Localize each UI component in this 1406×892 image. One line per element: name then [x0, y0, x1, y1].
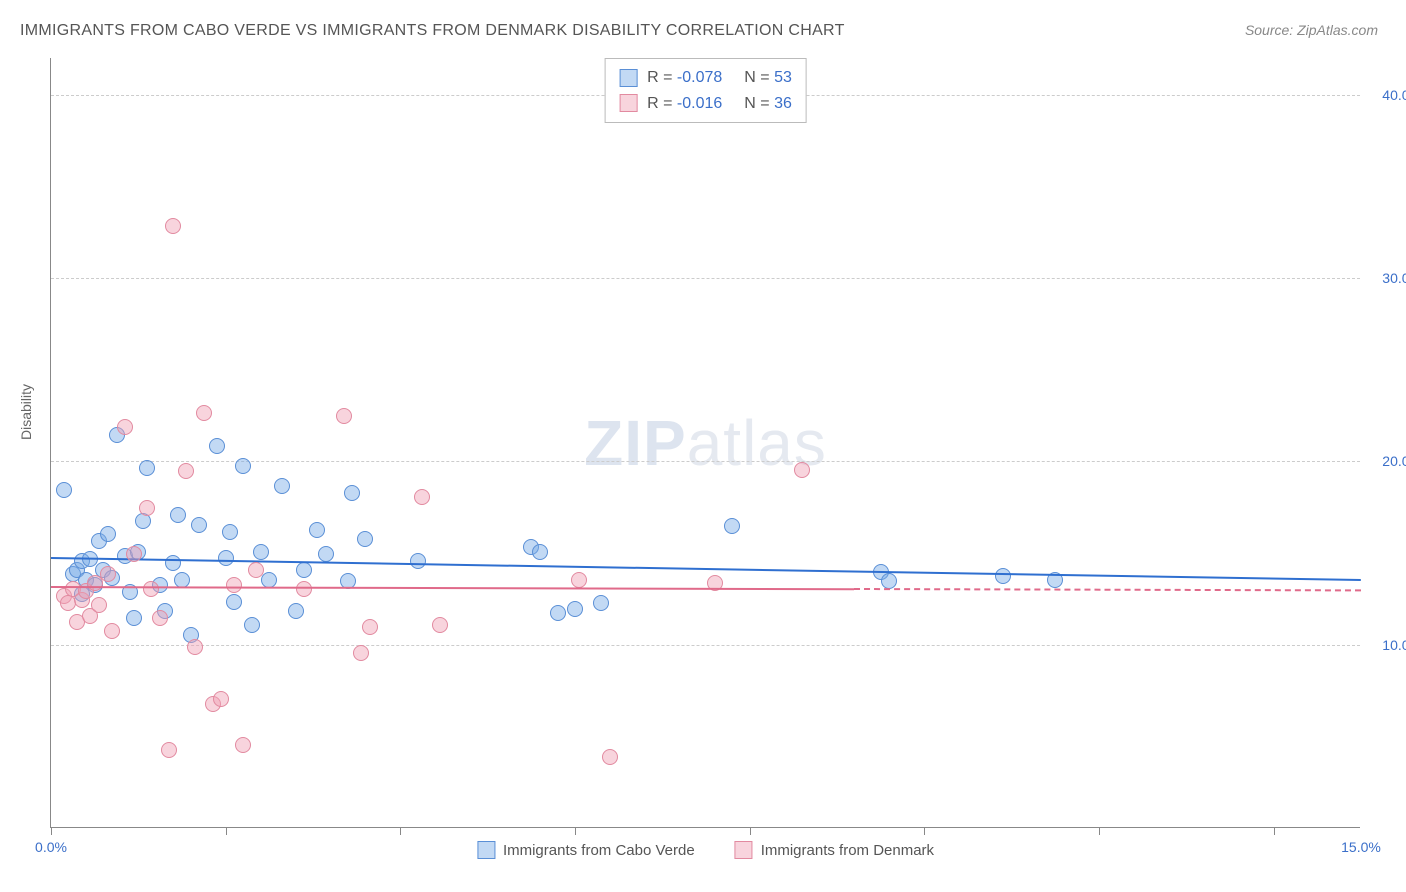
x-tick-mark — [924, 827, 925, 835]
scatter-point — [152, 610, 168, 626]
scatter-point — [161, 742, 177, 758]
scatter-point — [213, 691, 229, 707]
y-tick-label: 40.0% — [1367, 87, 1406, 103]
scatter-point — [288, 603, 304, 619]
scatter-point — [318, 546, 334, 562]
scatter-point — [432, 617, 448, 633]
scatter-point — [336, 408, 352, 424]
stats-row: R = -0.078 N = 53 — [619, 65, 792, 91]
scatter-point — [244, 617, 260, 633]
scatter-point — [550, 605, 566, 621]
scatter-point — [196, 405, 212, 421]
scatter-point — [881, 573, 897, 589]
scatter-point — [567, 601, 583, 617]
scatter-point — [139, 460, 155, 476]
n-stat: N = 36 — [744, 91, 792, 117]
scatter-point — [178, 463, 194, 479]
scatter-point — [174, 572, 190, 588]
plot-area: ZIPatlas 10.0%20.0%30.0%40.0%0.0%15.0%R … — [50, 58, 1360, 828]
source-attribution: Source: ZipAtlas.com — [1245, 22, 1378, 38]
scatter-point — [100, 566, 116, 582]
scatter-point — [344, 485, 360, 501]
x-tick-mark — [1274, 827, 1275, 835]
legend-label: Immigrants from Denmark — [761, 842, 934, 859]
watermark: ZIPatlas — [584, 406, 827, 480]
legend-item: Immigrants from Cabo Verde — [477, 841, 695, 859]
scatter-point — [362, 619, 378, 635]
scatter-point — [100, 526, 116, 542]
scatter-point — [191, 517, 207, 533]
gridline — [51, 278, 1360, 279]
scatter-point — [724, 518, 740, 534]
scatter-point — [209, 438, 225, 454]
r-stat: R = -0.078 — [647, 65, 722, 91]
scatter-point — [143, 581, 159, 597]
scatter-point — [602, 749, 618, 765]
scatter-point — [309, 522, 325, 538]
x-tick-label: 0.0% — [35, 839, 67, 855]
scatter-point — [126, 546, 142, 562]
scatter-point — [222, 524, 238, 540]
x-tick-label: 15.0% — [1341, 839, 1381, 855]
scatter-point — [593, 595, 609, 611]
scatter-point — [218, 550, 234, 566]
y-tick-label: 20.0% — [1367, 453, 1406, 469]
scatter-point — [248, 562, 264, 578]
legend-swatch — [477, 841, 495, 859]
trend-line — [854, 588, 1361, 591]
scatter-point — [261, 572, 277, 588]
scatter-point — [235, 458, 251, 474]
stats-legend: R = -0.078 N = 53 R = -0.016 N = 36 — [604, 58, 807, 123]
scatter-point — [253, 544, 269, 560]
watermark-zip: ZIP — [584, 407, 687, 479]
chart-container: ZIPatlas 10.0%20.0%30.0%40.0%0.0%15.0%R … — [50, 58, 1360, 828]
scatter-point — [117, 419, 133, 435]
scatter-point — [357, 531, 373, 547]
scatter-point — [226, 594, 242, 610]
legend-swatch — [735, 841, 753, 859]
scatter-point — [165, 218, 181, 234]
x-tick-mark — [226, 827, 227, 835]
chart-title: IMMIGRANTS FROM CABO VERDE VS IMMIGRANTS… — [20, 22, 845, 40]
scatter-point — [532, 544, 548, 560]
x-tick-mark — [1099, 827, 1100, 835]
y-tick-label: 30.0% — [1367, 270, 1406, 286]
legend-swatch — [619, 94, 637, 112]
scatter-point — [794, 462, 810, 478]
scatter-point — [56, 482, 72, 498]
scatter-point — [187, 639, 203, 655]
legend-item: Immigrants from Denmark — [735, 841, 934, 859]
scatter-point — [139, 500, 155, 516]
stats-row: R = -0.016 N = 36 — [619, 91, 792, 117]
x-tick-mark — [400, 827, 401, 835]
r-stat: R = -0.016 — [647, 91, 722, 117]
scatter-point — [165, 555, 181, 571]
bottom-legend: Immigrants from Cabo Verde Immigrants fro… — [477, 841, 934, 859]
legend-swatch — [619, 69, 637, 87]
scatter-point — [104, 623, 120, 639]
scatter-point — [170, 507, 186, 523]
y-tick-label: 10.0% — [1367, 637, 1406, 653]
scatter-point — [353, 645, 369, 661]
scatter-point — [414, 489, 430, 505]
scatter-point — [226, 577, 242, 593]
scatter-point — [235, 737, 251, 753]
scatter-point — [410, 553, 426, 569]
scatter-point — [91, 597, 107, 613]
n-stat: N = 53 — [744, 65, 792, 91]
legend-label: Immigrants from Cabo Verde — [503, 842, 695, 859]
gridline — [51, 645, 1360, 646]
scatter-point — [274, 478, 290, 494]
y-axis-label: Disability — [18, 384, 34, 440]
scatter-point — [995, 568, 1011, 584]
x-tick-mark — [575, 827, 576, 835]
scatter-point — [126, 610, 142, 626]
trend-line — [51, 586, 854, 590]
x-tick-mark — [750, 827, 751, 835]
scatter-point — [571, 572, 587, 588]
x-tick-mark — [51, 827, 52, 835]
scatter-point — [296, 562, 312, 578]
